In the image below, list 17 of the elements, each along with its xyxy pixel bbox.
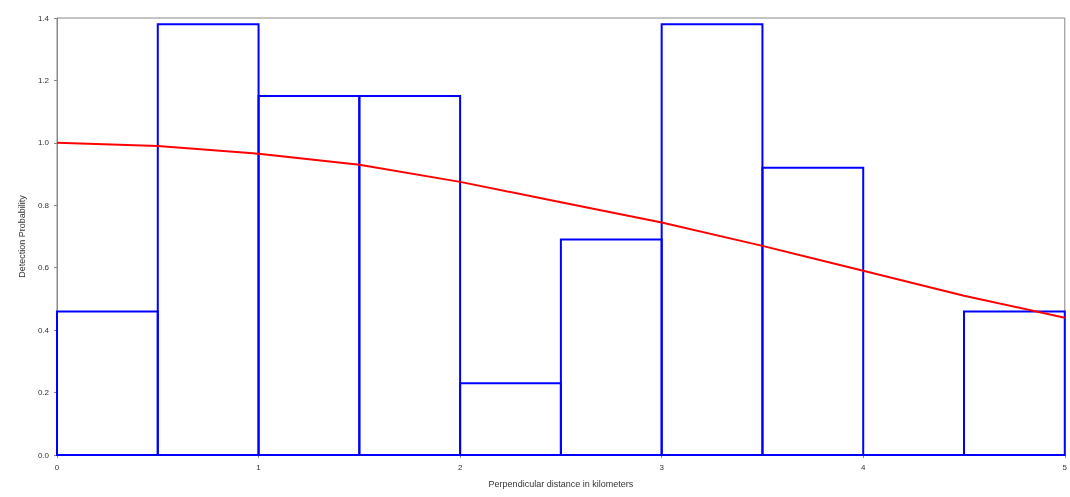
y-tick-label: 0.4 [37, 325, 50, 335]
y-tick-label: 1.0 [37, 138, 50, 148]
y-axis-title: Detection Probability [17, 194, 28, 278]
x-tick-label: 3 [659, 462, 665, 472]
x-tick-label: 4 [860, 462, 866, 472]
x-tick-label: 1 [256, 462, 262, 472]
x-tick-label: 5 [1062, 462, 1068, 472]
y-tick-label: 0.8 [37, 200, 50, 210]
y-tick-label: 0.2 [37, 388, 50, 398]
x-axis-title: Perpendicular distance in kilometers [488, 478, 634, 489]
line-series [56, 141, 1066, 319]
y-tick-label: 1.2 [37, 75, 50, 85]
y-tick-label: 0.6 [37, 263, 50, 273]
x-tick-label: 0 [54, 462, 60, 472]
y-tick-label: 0.0 [37, 450, 50, 460]
y-tick-label: 1.4 [37, 13, 50, 23]
x-tick-label: 2 [457, 462, 463, 472]
